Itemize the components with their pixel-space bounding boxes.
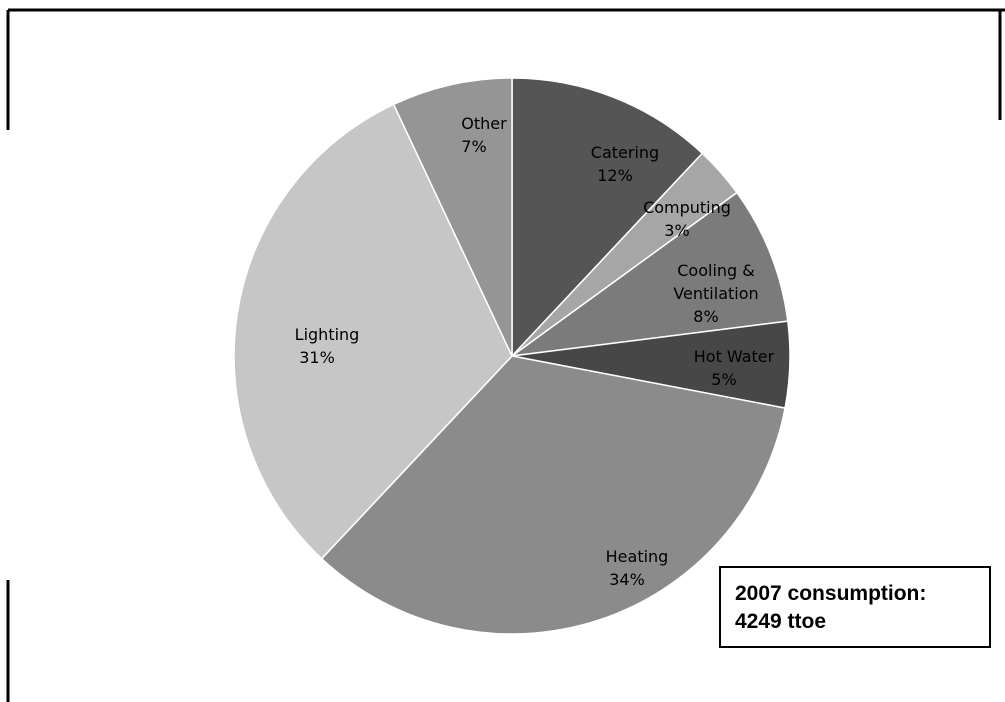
slice-label: Heating bbox=[606, 547, 669, 566]
slice-value-label: 7% bbox=[461, 137, 486, 156]
pie-slice-cooling-ventilation bbox=[511, 191, 789, 357]
pie-slice-other bbox=[392, 77, 513, 357]
consumption-annotation: 2007 consumption: 4249 ttoe bbox=[719, 566, 991, 648]
pie-slice-heating bbox=[320, 355, 786, 635]
pie-slice-catering bbox=[511, 77, 704, 358]
annotation-line-2: 4249 ttoe bbox=[735, 610, 827, 633]
pie-slice-lighting bbox=[233, 103, 513, 560]
slice-label: Lighting bbox=[295, 325, 360, 344]
slice-value-label: 3% bbox=[664, 221, 689, 240]
slice-label: Hot Water bbox=[694, 347, 775, 366]
slice-value-label: 12% bbox=[597, 166, 633, 185]
slice-label: Other bbox=[461, 114, 507, 133]
annotation-line-1: 2007 consumption: bbox=[735, 582, 927, 605]
slice-label: Catering bbox=[591, 143, 659, 162]
pie-labels: Catering 12% Computing 3% Cooling & Ventilati… bbox=[295, 114, 775, 589]
pie-slices bbox=[233, 77, 791, 635]
slice-label: Computing bbox=[643, 198, 731, 217]
slice-value-label: 8% bbox=[693, 307, 718, 326]
slice-value-label: 5% bbox=[711, 370, 736, 389]
slice-value-label: 31% bbox=[299, 348, 335, 367]
slice-value-label: 34% bbox=[609, 570, 645, 589]
slice-label: Cooling & Ventilation bbox=[673, 261, 758, 303]
chart-border bbox=[6, 8, 1005, 702]
